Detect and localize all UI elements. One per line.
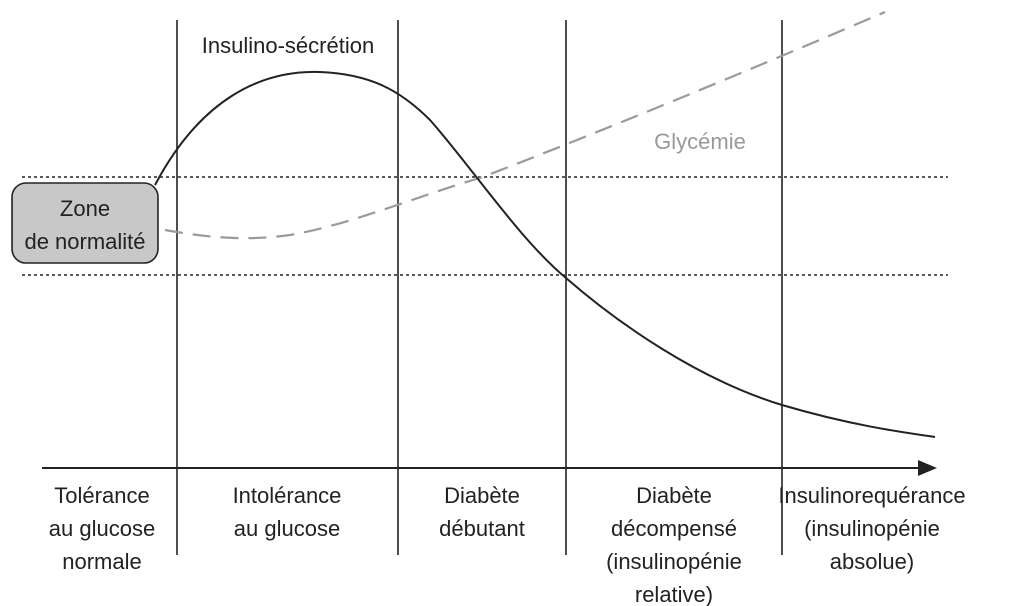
stage-label: décompensé — [611, 516, 737, 541]
stage-label: au glucose — [234, 516, 340, 541]
stage-labels: Tolérance au glucose normale Intolérance au … — [49, 483, 966, 606]
stage-dividers — [176, 20, 783, 555]
insulin-curve — [154, 70, 936, 438]
stage-label: Diabète — [444, 483, 520, 508]
stage-label: débutant — [439, 516, 525, 541]
stage-label: absolue) — [830, 549, 914, 574]
zone-label: de normalité — [24, 229, 145, 254]
stage-label: Diabète — [636, 483, 712, 508]
zone-label: Zone — [60, 196, 110, 221]
stage-label: relative) — [635, 582, 713, 606]
stage-label: Tolérance — [54, 483, 149, 508]
stage-label: au glucose — [49, 516, 155, 541]
zone-box — [11, 182, 159, 264]
glycemia-label: Glycémie — [654, 129, 746, 154]
stage-label: Insulinorequérance — [778, 483, 965, 508]
stage-label: (insulinopénie — [606, 549, 742, 574]
stage-label: (insulinopénie — [804, 516, 940, 541]
axis-arrow — [918, 460, 937, 476]
insulin-label: Insulino-sécrétion — [202, 33, 374, 58]
stage-label: normale — [62, 549, 141, 574]
stage-label: Intolérance — [233, 483, 342, 508]
normal-band — [22, 176, 948, 276]
glycemia-curve — [164, 10, 886, 240]
